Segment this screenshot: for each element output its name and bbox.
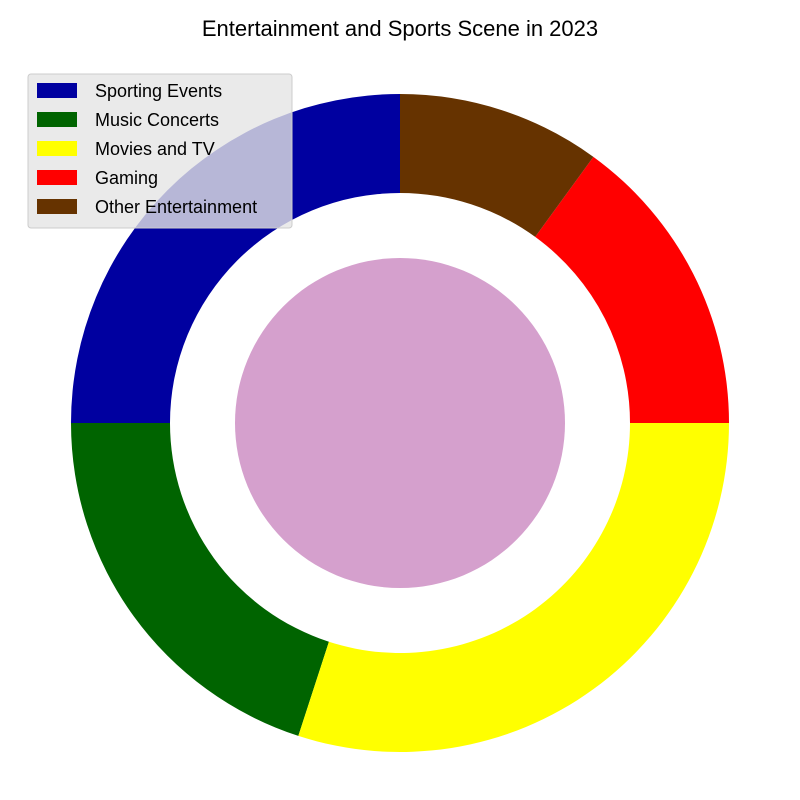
slice-gaming (535, 156, 729, 423)
slice-sporting-events (71, 94, 400, 423)
chart-title: Entertainment and Sports Scene in 2023 (202, 16, 598, 41)
donut-slices (71, 94, 729, 752)
legend-label: Sporting Events (95, 81, 222, 101)
legend-items: Sporting Events Music Concerts Movies and … (37, 81, 257, 217)
legend-label: Gaming (95, 168, 158, 188)
legend-swatch (37, 112, 77, 127)
legend-frame (27, 73, 293, 229)
slice-movies-and-tv (298, 423, 729, 752)
legend-label: Movies and TV (95, 139, 215, 159)
legend-swatch (37, 199, 77, 214)
legend-label: Other Entertainment (95, 197, 257, 217)
center-disc (235, 258, 565, 588)
legend-swatch (37, 170, 77, 185)
slice-music-concerts (71, 423, 329, 736)
legend: Sporting Events Music Concerts Movies and … (27, 73, 293, 229)
legend-label: Music Concerts (95, 110, 219, 130)
legend-swatch (37, 141, 77, 156)
slice-other-entertainment (400, 94, 594, 237)
legend-swatch (37, 83, 77, 98)
